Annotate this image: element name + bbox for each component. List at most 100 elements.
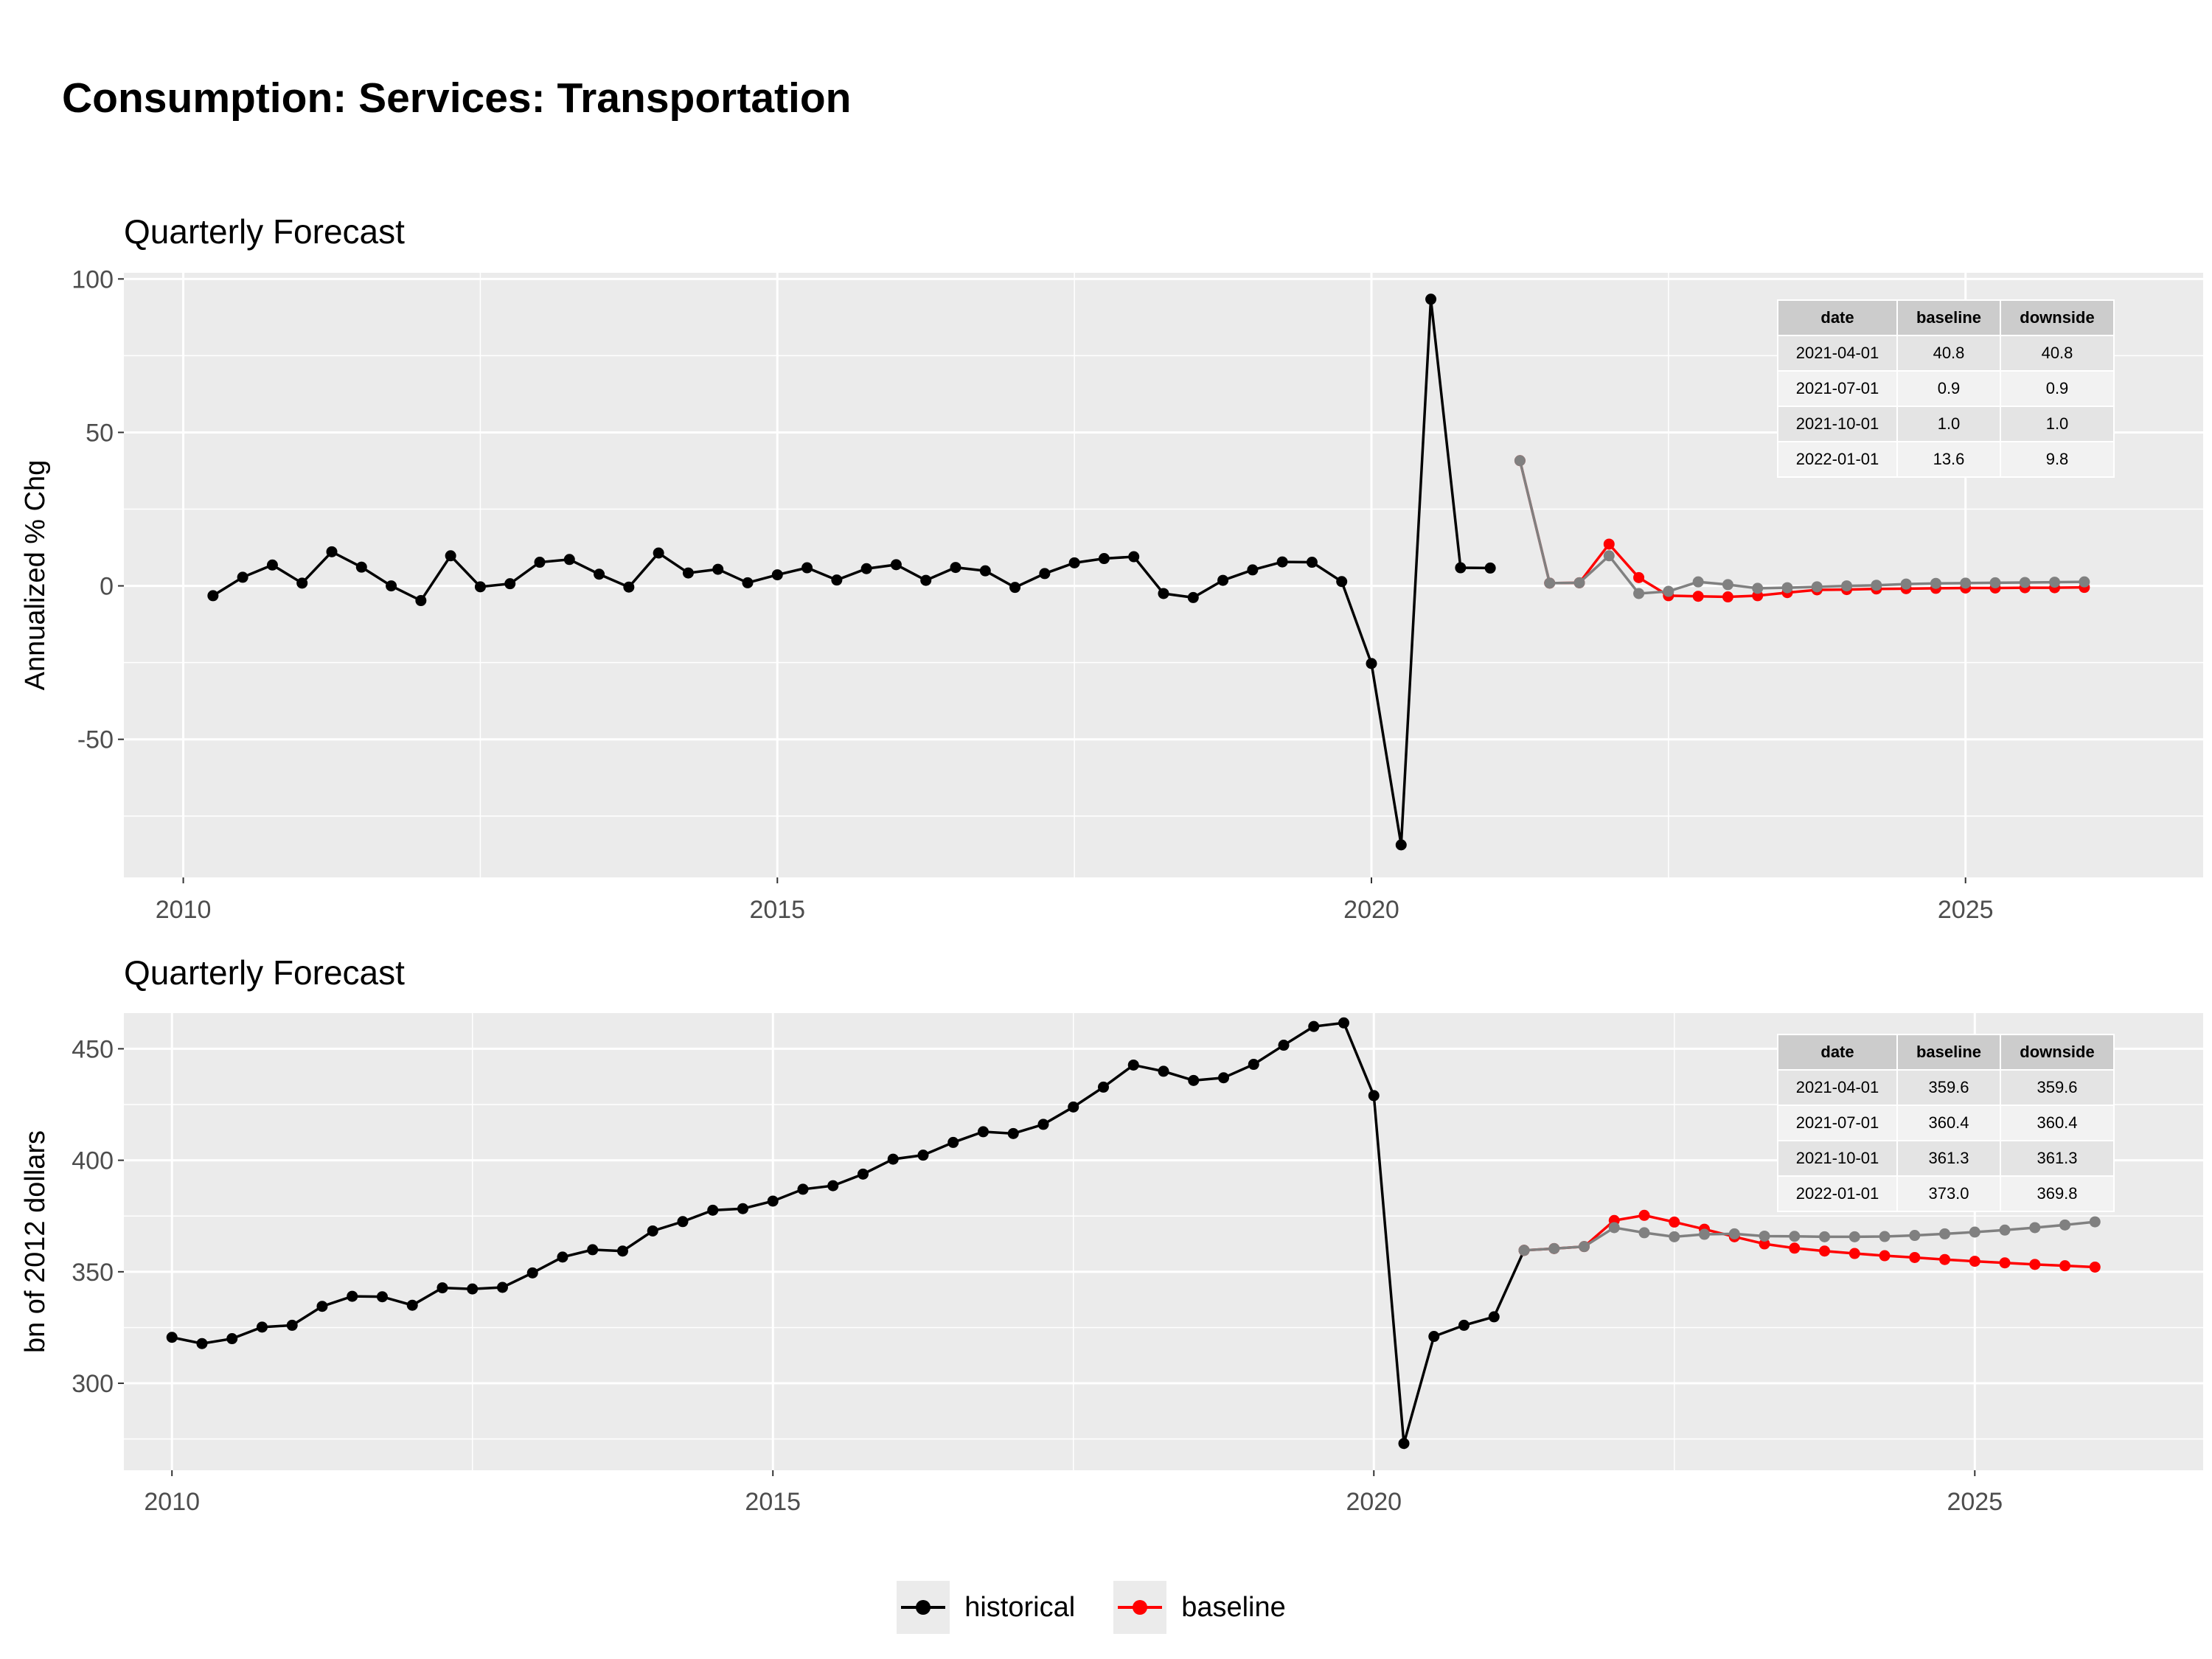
data-point-historical: [1338, 1017, 1350, 1029]
forecast-table-level: date baseline downside 2021-04-01 359.6 359.6…: [1777, 1034, 2115, 1212]
data-point-historical: [1425, 293, 1437, 305]
data-point-historical: [860, 563, 872, 574]
data-point-downside: [2049, 577, 2061, 588]
x-tick-label: 2025: [1938, 896, 1994, 924]
y-axis-label: Annualized % Chg: [20, 460, 51, 691]
y-tick-label: 400: [72, 1147, 114, 1175]
x-tick-label: 2010: [144, 1488, 200, 1516]
x-tick-label: 2015: [749, 896, 805, 924]
data-point-historical: [406, 1299, 418, 1311]
data-point-baseline: [1633, 571, 1645, 583]
data-point-historical: [1455, 562, 1467, 574]
data-point-downside: [1789, 1231, 1801, 1242]
data-point-historical: [1247, 564, 1259, 576]
data-point-downside: [2029, 1222, 2041, 1234]
data-point-historical: [386, 580, 397, 592]
panel-subtitle: Quarterly Forecast: [124, 953, 405, 992]
data-point-historical: [1395, 839, 1407, 851]
data-point-historical: [742, 577, 754, 588]
data-point-downside: [1633, 588, 1645, 599]
data-point-historical: [266, 559, 278, 571]
data-point-historical: [376, 1291, 388, 1303]
data-point-downside: [1579, 1241, 1590, 1253]
data-point-historical: [712, 563, 724, 575]
data-point-downside: [2079, 576, 2090, 588]
data-point-downside: [1663, 585, 1674, 597]
data-point-baseline: [1969, 1256, 1980, 1267]
data-point-downside: [1608, 1222, 1620, 1234]
table-header-cell: downside: [2000, 299, 2115, 336]
table-cell: 2021-10-01: [1777, 1140, 1898, 1177]
data-point-downside: [1848, 1231, 1860, 1242]
legend-key-baseline: [1113, 1581, 1167, 1634]
data-point-downside: [1969, 1226, 1980, 1238]
data-point-historical: [347, 1290, 358, 1302]
y-tick-label: 50: [86, 419, 114, 447]
table-cell: 0.9: [2000, 370, 2115, 407]
data-point-baseline: [1692, 591, 1704, 602]
data-point-baseline: [1879, 1250, 1891, 1262]
table-cell: 361.3: [1896, 1140, 2001, 1177]
data-point-historical: [526, 1267, 538, 1279]
data-point-historical: [1276, 556, 1288, 568]
table-header-row: date baseline downside: [1777, 1034, 2115, 1071]
data-point-downside: [1722, 579, 1733, 591]
data-point-baseline: [2059, 1260, 2071, 1272]
y-tick-label: 300: [72, 1370, 114, 1398]
data-point-historical: [647, 1225, 658, 1237]
data-point-historical: [237, 571, 248, 583]
x-tick-label: 2020: [1343, 896, 1399, 924]
data-point-historical: [1068, 557, 1080, 568]
data-point-downside: [1518, 1245, 1530, 1256]
data-point-downside: [1544, 577, 1556, 589]
data-point-downside: [1930, 577, 1941, 589]
data-point-downside: [1638, 1227, 1650, 1239]
data-point-downside: [1909, 1230, 1921, 1242]
data-point-historical: [467, 1283, 479, 1295]
table-row: 2021-04-01 359.6 359.6: [1777, 1069, 2115, 1106]
x-tick-label: 2020: [1346, 1488, 1402, 1516]
y-axis-label: bn of 2012 dollars: [20, 1130, 51, 1353]
data-point-historical: [1484, 562, 1496, 574]
data-point-historical: [707, 1204, 719, 1216]
data-point-historical: [677, 1216, 689, 1228]
data-point-historical: [1217, 574, 1229, 586]
y-tick-label: -50: [77, 726, 114, 754]
data-point-downside: [1759, 1230, 1770, 1242]
data-point-historical: [950, 562, 961, 574]
data-point-historical: [1068, 1101, 1079, 1113]
data-point-historical: [1158, 1065, 1169, 1077]
data-point-historical: [207, 590, 219, 602]
table-cell: 373.0: [1896, 1175, 2001, 1212]
legend-label-baseline: baseline: [1181, 1591, 1286, 1623]
data-point-downside: [1548, 1242, 1560, 1254]
table-cell: 359.6: [2000, 1069, 2115, 1106]
table-cell: 2022-01-01: [1777, 1175, 1898, 1212]
data-point-historical: [616, 1245, 628, 1257]
table-cell: 2022-01-01: [1777, 441, 1898, 478]
legend-item-historical: historical: [897, 1578, 1105, 1637]
data-point-historical: [563, 554, 575, 566]
data-point-downside: [1879, 1231, 1891, 1242]
series-downside: [1518, 1216, 2101, 1256]
data-point-historical: [947, 1136, 959, 1148]
data-point-historical: [256, 1321, 268, 1333]
data-point-historical: [1188, 1074, 1200, 1086]
panel-subtitle: Quarterly Forecast: [124, 212, 405, 251]
data-point-historical: [1187, 591, 1199, 603]
table-header-cell: baseline: [1896, 299, 2001, 336]
data-point-historical: [326, 546, 338, 557]
table-header-cell: date: [1777, 299, 1898, 336]
data-point-baseline: [1722, 591, 1733, 603]
data-point-downside: [2019, 577, 2031, 588]
table-row: 2021-04-01 40.8 40.8: [1777, 335, 2115, 372]
data-point-baseline: [1939, 1253, 1951, 1265]
data-point-baseline: [1819, 1245, 1831, 1257]
y-tick-label: 450: [72, 1035, 114, 1063]
data-point-historical: [226, 1333, 238, 1345]
data-point-historical: [534, 557, 546, 568]
table-header-cell: downside: [2000, 1034, 2115, 1071]
data-point-downside: [1811, 581, 1823, 593]
data-point-historical: [771, 569, 783, 581]
